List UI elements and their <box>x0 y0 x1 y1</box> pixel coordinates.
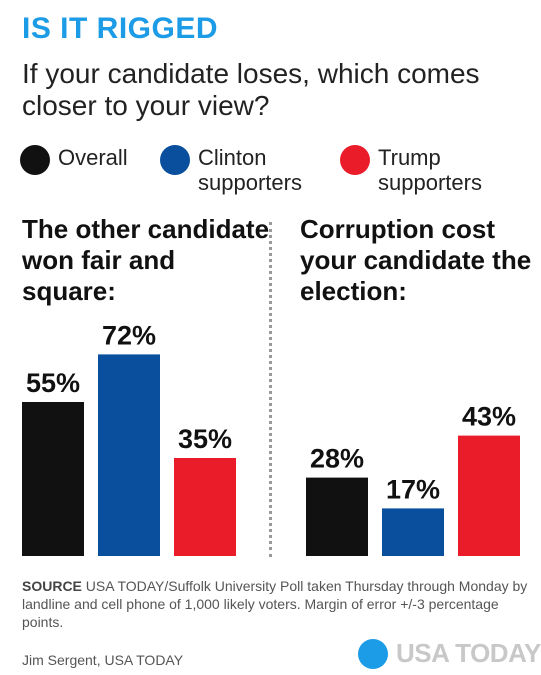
legend-item-clinton: Clinton supporters <box>160 145 330 195</box>
legend-swatch-trump <box>340 145 370 175</box>
value-label-fair-clinton: 72% <box>102 320 156 350</box>
usa-today-dot-icon <box>358 638 388 669</box>
legend: Overall Clinton supporters Trump support… <box>20 145 540 200</box>
kicker-title: IS IT RIGGED <box>22 12 219 45</box>
source-label: SOURCE <box>22 578 82 594</box>
bar-fair-trump <box>174 458 236 556</box>
panel-title-fair: The other candidate won fair and square: <box>22 214 270 306</box>
value-label-fair-overall: 55% <box>26 368 80 398</box>
value-label-fair-trump: 35% <box>178 424 232 454</box>
value-label-corruption-trump: 43% <box>462 402 516 432</box>
brand-name: USA TODAY <box>396 638 541 668</box>
value-label-corruption-clinton: 17% <box>386 474 440 504</box>
bar-corruption-overall <box>306 477 368 556</box>
source-note: SOURCE USA TODAY/Suffolk University Poll… <box>22 577 532 631</box>
legend-swatch-clinton <box>160 145 190 175</box>
legend-swatch-overall <box>20 145 50 175</box>
credit-line: Jim Sergent, USA TODAY <box>22 652 184 668</box>
bar-fair-clinton <box>98 354 160 556</box>
source-text: USA TODAY/Suffolk University Poll taken … <box>22 578 528 630</box>
panel-divider <box>269 222 272 557</box>
panel-title-corruption: Corruption cost your candidate the elect… <box>300 214 532 306</box>
legend-label-trump: Trump supporters <box>378 145 482 195</box>
bar-corruption-clinton <box>382 508 444 556</box>
usa-today-logo: USA TODAY <box>358 638 541 669</box>
question-heading: If your candidate loses, which comes clo… <box>22 58 480 121</box>
legend-item-trump: Trump supporters <box>340 145 540 195</box>
bar-fair-overall <box>22 402 84 556</box>
legend-label-overall: Overall <box>58 145 128 170</box>
value-label-corruption-overall: 28% <box>310 444 364 474</box>
bar-corruption-trump <box>458 435 520 556</box>
legend-label-clinton: Clinton supporters <box>198 145 302 195</box>
legend-item-overall: Overall <box>20 145 128 175</box>
